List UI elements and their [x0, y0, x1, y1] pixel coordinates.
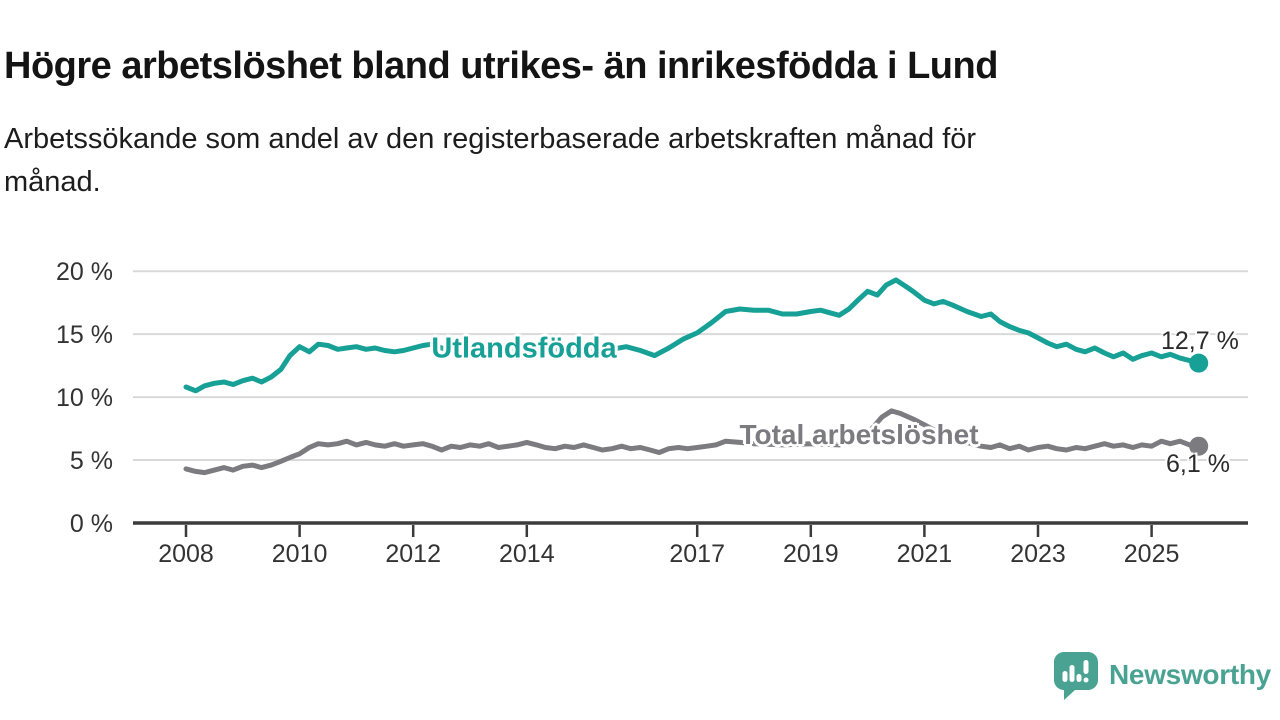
- x-tick-label: 2023: [1010, 540, 1066, 568]
- newsworthy-brand-name: Newsworthy: [1109, 659, 1271, 690]
- series-line: [183, 277, 1202, 394]
- x-tick-label: 2019: [783, 540, 839, 568]
- chart-title: Högre arbetslöshet bland utrikes- än inr…: [4, 45, 998, 88]
- x-tick-label: 2010: [272, 540, 328, 568]
- series-label-total-arbetsloshet: Total arbetslöshet: [739, 419, 979, 450]
- end-value-label-total: 6,1 %: [1166, 450, 1230, 478]
- x-tick-label: 2025: [1124, 540, 1180, 568]
- series-end-dot: [1189, 436, 1209, 456]
- x-tick-label: 2021: [897, 540, 953, 568]
- y-tick-label: 15 %: [56, 321, 113, 349]
- y-tick-label: 0 %: [70, 510, 113, 538]
- x-tick-label: 2014: [499, 540, 555, 568]
- series-line: [183, 408, 1202, 476]
- x-tick-label: 2008: [158, 540, 214, 568]
- x-tick-label: 2017: [669, 540, 725, 568]
- end-value-label-utlandsfodda: 12,7 %: [1161, 327, 1239, 355]
- series-label-utlandsfodda: Utlandsfödda: [431, 332, 617, 365]
- newsworthy-logo-icon: [1054, 652, 1098, 700]
- y-tick-label: 10 %: [56, 384, 113, 412]
- x-tick-label: 2012: [385, 540, 441, 568]
- series-end-dot: [1189, 353, 1209, 373]
- chart-subtitle: Arbetssökande som andel av den registerb…: [4, 118, 1204, 204]
- newsworthy-brand: Newsworthy: [1053, 651, 1271, 703]
- y-tick-label: 20 %: [56, 258, 113, 286]
- chart-subtitle-line-1: Arbetssökande som andel av den registerb…: [4, 123, 977, 155]
- chart-subtitle-line-2: månad.: [4, 165, 101, 198]
- y-tick-label: 5 %: [70, 447, 113, 475]
